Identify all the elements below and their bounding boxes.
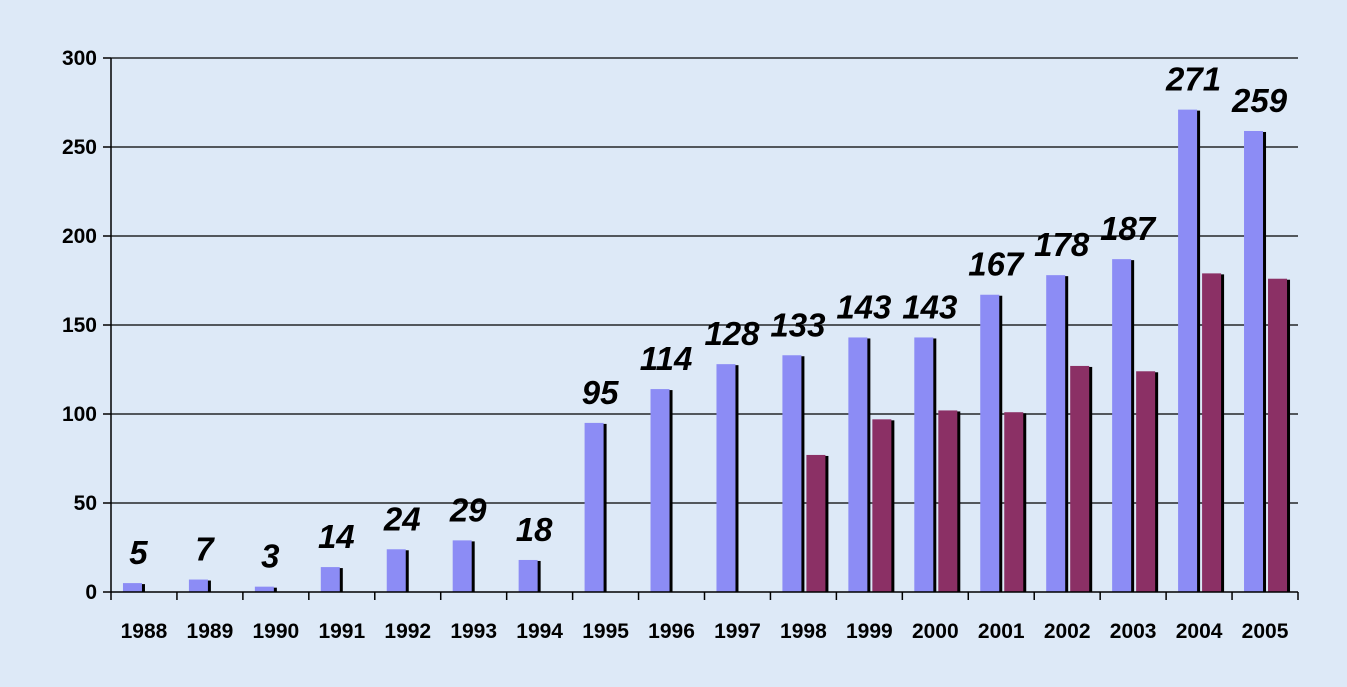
data-label: 29 bbox=[449, 491, 487, 528]
bar-series-1 bbox=[716, 364, 736, 592]
x-tick-label: 2005 bbox=[1242, 620, 1289, 643]
bar-series-1 bbox=[452, 540, 472, 592]
y-tick-label: 100 bbox=[62, 403, 97, 426]
data-label: 187 bbox=[1100, 210, 1157, 247]
bar-series-1 bbox=[584, 422, 604, 592]
bar-series-2 bbox=[1136, 371, 1156, 592]
data-label: 259 bbox=[1231, 82, 1288, 119]
data-label: 167 bbox=[968, 246, 1025, 283]
data-label: 143 bbox=[902, 288, 957, 325]
x-tick-label: 1994 bbox=[516, 620, 563, 643]
data-label: 95 bbox=[582, 374, 619, 411]
data-label: 128 bbox=[704, 315, 760, 352]
data-label: 5 bbox=[129, 534, 148, 571]
y-tick-label: 200 bbox=[62, 225, 97, 248]
x-tick-label: 1990 bbox=[253, 620, 300, 643]
data-label: 24 bbox=[383, 500, 421, 537]
y-tick-label: 150 bbox=[62, 314, 97, 337]
bar-series-1 bbox=[320, 567, 340, 592]
bar-series-2 bbox=[938, 410, 958, 592]
data-label: 143 bbox=[836, 288, 891, 325]
x-tick-label: 1993 bbox=[450, 620, 497, 643]
bars bbox=[122, 109, 1291, 593]
x-tick-label: 1997 bbox=[714, 620, 761, 643]
data-label: 14 bbox=[318, 518, 355, 555]
axes: 0 50 100 150 200 250 300 1988 1989 1990 1991 1992 19… bbox=[62, 47, 1299, 643]
data-label: 114 bbox=[640, 340, 693, 377]
x-tick-label: 2002 bbox=[1044, 620, 1091, 643]
data-label: 7 bbox=[195, 531, 215, 568]
data-label: 271 bbox=[1165, 61, 1221, 98]
data-label: 3 bbox=[261, 538, 279, 575]
bar-series-2 bbox=[806, 454, 826, 592]
x-tick-label: 2003 bbox=[1110, 620, 1157, 643]
bar-series-2 bbox=[1004, 412, 1024, 592]
bar-series-1 bbox=[1046, 275, 1066, 592]
bar-series-1 bbox=[1112, 259, 1132, 592]
bar-series-1 bbox=[914, 337, 934, 592]
data-label: 178 bbox=[1034, 226, 1090, 263]
data-label: 133 bbox=[770, 306, 825, 343]
bar-series-2 bbox=[1268, 278, 1288, 592]
bar-series-2 bbox=[1070, 365, 1090, 592]
y-tick-label: 300 bbox=[62, 47, 97, 70]
bar-series-1 bbox=[518, 559, 538, 592]
bar-series-1 bbox=[980, 294, 1000, 592]
x-tick-label: 1996 bbox=[648, 620, 695, 643]
x-tick-label: 2004 bbox=[1176, 620, 1223, 643]
bar-series-1 bbox=[122, 583, 142, 592]
x-tick-label: 1991 bbox=[318, 620, 365, 643]
x-tick-label: 2001 bbox=[978, 620, 1025, 643]
bar-series-2 bbox=[872, 419, 892, 592]
y-tick-label: 0 bbox=[85, 581, 97, 604]
bar-series-1 bbox=[188, 579, 208, 592]
x-tick-label: 2000 bbox=[912, 620, 959, 643]
x-tick-label: 1992 bbox=[384, 620, 431, 643]
bar-series-1 bbox=[650, 389, 670, 592]
x-tick-label: 1989 bbox=[187, 620, 234, 643]
y-tick-label: 250 bbox=[62, 136, 97, 159]
gridlines bbox=[111, 57, 1298, 504]
x-tick-label: 1999 bbox=[846, 620, 893, 643]
x-tick-label: 1998 bbox=[780, 620, 827, 643]
bar-series-2 bbox=[1202, 273, 1222, 592]
bar-series-1 bbox=[1244, 130, 1264, 593]
bar-series-1 bbox=[254, 586, 274, 592]
x-tick-label: 1995 bbox=[582, 620, 629, 643]
bar-series-1 bbox=[1178, 109, 1198, 593]
y-tick-label: 50 bbox=[74, 492, 97, 515]
data-label: 18 bbox=[516, 511, 553, 548]
bar-series-1 bbox=[386, 549, 406, 592]
x-tick-label: 1988 bbox=[121, 620, 168, 643]
bar-series-1 bbox=[782, 355, 802, 592]
bar-series-1 bbox=[848, 337, 868, 592]
